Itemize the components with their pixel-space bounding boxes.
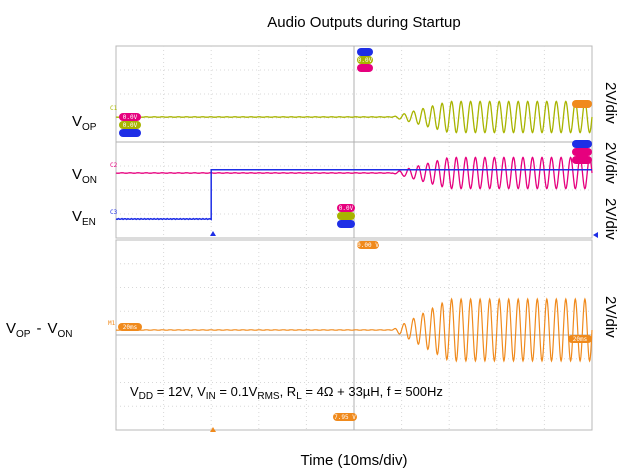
scale-von: 2V/div <box>602 142 619 184</box>
marker-m1: M1 <box>108 320 116 327</box>
lower-trigger-marker <box>210 427 216 432</box>
label-vop-minus-von: VOP - VON <box>6 320 72 340</box>
scale-diff: 2V/div <box>602 296 619 338</box>
tag-vop-left: 0.0V 0.0V <box>119 113 141 137</box>
scale-ven: 2V/div <box>602 198 619 240</box>
marker-c1: C1 <box>110 105 118 112</box>
upper-panel-grid <box>116 46 592 238</box>
svg-text:7.95 V: 7.95 V <box>334 414 356 421</box>
svg-text:20ms: 20ms <box>123 324 138 331</box>
trace-von <box>115 156 593 190</box>
scale-vop: 2V/div <box>602 82 619 124</box>
conditions-text: VDD = 12V, VIN = 0.1VRMS, RL = 4Ω + 33µH… <box>130 384 443 402</box>
marker-c2: C2 <box>110 162 118 169</box>
label-ven: VEN <box>72 208 96 228</box>
svg-text:0.0V: 0.0V <box>123 114 138 121</box>
svg-text:0.0V: 0.0V <box>358 57 373 64</box>
tag-middle: 0.0V <box>337 204 355 228</box>
svg-text:0.00 V: 0.00 V <box>357 242 379 249</box>
svg-text:0.0V: 0.0V <box>339 205 354 212</box>
tag-lower-bottom: 7.95 V <box>333 413 357 421</box>
marker-c3: C3 <box>110 209 118 216</box>
ven-trigger-marker <box>210 231 216 236</box>
tag-vop-right <box>572 100 592 108</box>
label-von: VON <box>72 166 97 186</box>
trace-vop-minus-von <box>115 297 593 363</box>
tag-lower-right: 20ms <box>568 335 592 343</box>
trace-vop <box>115 100 593 134</box>
x-axis-label: Time (10ms/div) <box>301 452 408 469</box>
tag-lower-top: 0.00 V <box>357 241 379 249</box>
svg-text:20ms: 20ms <box>573 336 588 343</box>
tag-right-upper <box>572 140 592 164</box>
trace-ven <box>115 169 592 221</box>
ven-level-marker <box>593 232 598 238</box>
svg-text:0.0V: 0.0V <box>123 122 138 129</box>
chart-title: Audio Outputs during Startup <box>267 14 460 31</box>
tag-lower-left: 20ms <box>118 323 142 331</box>
label-vop: VOP <box>72 113 97 133</box>
tag-top-center: 0.0V <box>357 48 373 72</box>
